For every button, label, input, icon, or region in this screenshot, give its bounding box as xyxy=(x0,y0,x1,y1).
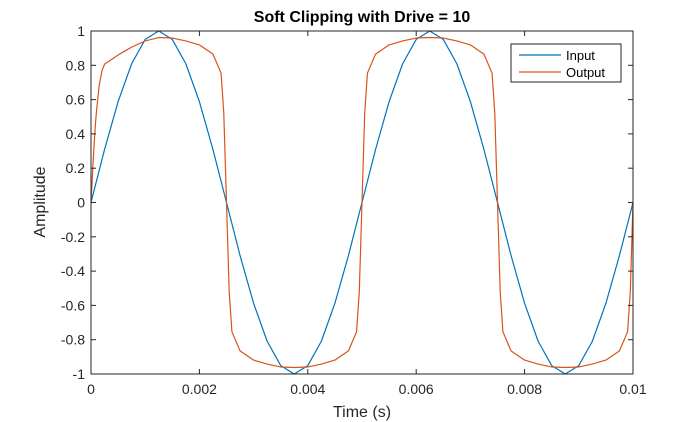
y-tick-label: -0.4 xyxy=(61,263,85,279)
chart-title: Soft Clipping with Drive = 10 xyxy=(254,9,471,26)
y-tick-label: 0.4 xyxy=(66,126,86,142)
legend-box xyxy=(510,43,622,83)
x-axis-label: Time (s) xyxy=(333,404,391,421)
legend: Input Output xyxy=(510,43,622,83)
y-tick-label: 0.2 xyxy=(66,160,86,176)
x-tick-label: 0 xyxy=(87,381,95,397)
x-tick-label: 0.002 xyxy=(182,381,217,397)
x-tick-label: 0.01 xyxy=(619,381,646,397)
y-tick-label: -0.8 xyxy=(61,332,85,348)
plot-area xyxy=(90,30,634,375)
y-tick-label: 1 xyxy=(77,23,85,39)
axes: 0 0.002 0.004 0.006 0.008 0.01 -1 -0.8 -0.6 -0.4 -… xyxy=(61,23,647,397)
y-axis-label: Amplitude xyxy=(32,166,49,237)
legend-label-output: Output xyxy=(566,65,605,80)
x-tick-label: 0.006 xyxy=(399,381,434,397)
y-tick-label: -0.2 xyxy=(61,229,85,245)
x-tick-label: 0.008 xyxy=(507,381,542,397)
series-line-output xyxy=(90,36,634,369)
y-tick-label: -0.6 xyxy=(61,297,85,313)
y-tick-label: 0.6 xyxy=(66,92,86,108)
x-tick-label: 0.004 xyxy=(290,381,325,397)
y-tick-label: 0.8 xyxy=(66,57,86,73)
y-tick-label: 0 xyxy=(77,195,85,211)
y-tick-label: -1 xyxy=(73,366,86,382)
legend-label-input: Input xyxy=(566,48,595,63)
